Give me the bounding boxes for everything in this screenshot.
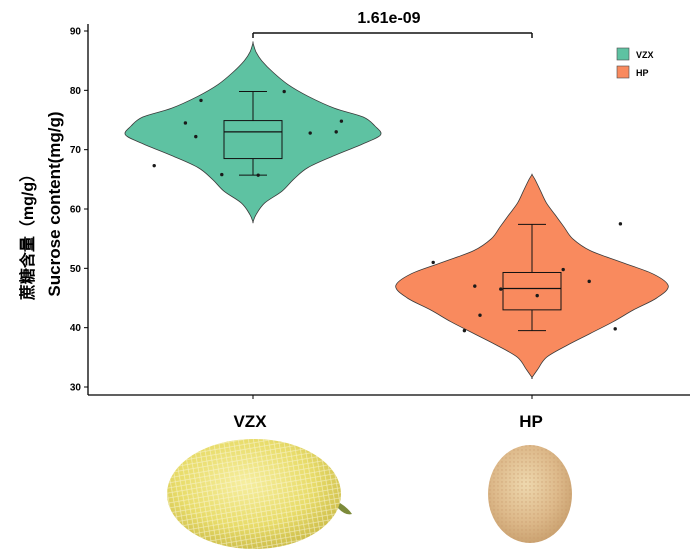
y-tick-label: 50 — [70, 264, 82, 275]
vzx-melon-net — [167, 439, 341, 549]
violin-hp — [395, 173, 669, 379]
melon-stem — [337, 503, 352, 515]
data-point-hp — [535, 293, 539, 298]
y-tick-label: 40 — [70, 323, 82, 334]
y-tick-label: 90 — [70, 27, 82, 38]
legend: VZX HP — [616, 47, 654, 79]
legend-swatch-vzx — [616, 47, 630, 61]
data-point-hp — [462, 328, 467, 333]
x-category-label-hp: HP — [519, 412, 543, 431]
y-tick-label: 80 — [70, 86, 82, 97]
y-tick-label: 30 — [70, 383, 82, 394]
data-point-vzx — [194, 134, 198, 139]
box-vzx — [223, 120, 283, 160]
legend-swatch-hp — [616, 65, 630, 79]
data-point-vzx — [256, 173, 260, 177]
y-axis-title-en: Sucrose content(mg/g) — [45, 111, 64, 296]
data-point-hp — [473, 284, 477, 288]
hp-melon-texture — [488, 445, 572, 543]
y-tick-label: 70 — [70, 145, 82, 156]
data-point-vzx — [152, 163, 156, 168]
data-point-hp — [613, 327, 617, 331]
data-point-hp — [431, 260, 435, 265]
plot-area: 30 40 50 60 70 80 90 — [70, 24, 690, 399]
y-tick-label: 60 — [70, 205, 82, 216]
data-point-vzx — [282, 89, 286, 94]
data-point-hp — [618, 222, 623, 226]
data-point-vzx — [308, 131, 312, 135]
data-point-hp — [499, 287, 503, 291]
data-point-vzx — [183, 121, 188, 125]
data-point-vzx — [339, 119, 344, 123]
y-axis-title-cn: 蔗糖含量（mg/g） — [18, 166, 37, 301]
vzx-melon-photo — [167, 439, 352, 549]
data-point-vzx — [220, 172, 224, 177]
x-category-label-vzx: VZX — [233, 412, 267, 431]
data-point-vzx — [199, 98, 203, 103]
significance-label: 1.61e-09 — [357, 10, 420, 27]
legend-label-vzx: VZX — [636, 50, 654, 60]
data-point-hp — [587, 279, 591, 284]
legend-label-hp: HP — [636, 68, 649, 78]
data-point-hp — [478, 313, 482, 317]
data-point-vzx — [334, 130, 338, 134]
data-point-hp — [561, 267, 565, 272]
hp-melon-photo — [488, 445, 572, 543]
box-hp — [502, 271, 562, 311]
